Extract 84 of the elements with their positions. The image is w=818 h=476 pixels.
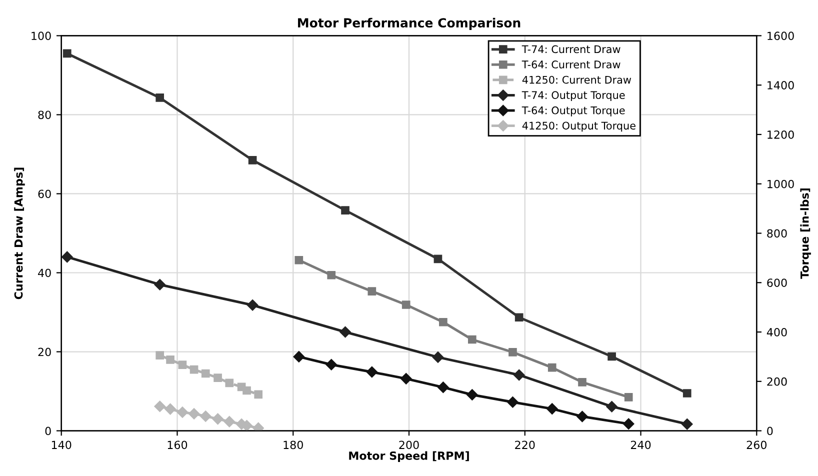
- y2-tick-label: 600: [767, 278, 787, 288]
- point: [624, 393, 633, 402]
- y2-axis-title: Torque [in-lbs]: [800, 188, 811, 279]
- point: [178, 360, 187, 369]
- point: [468, 335, 476, 344]
- y2-tick-label: 1400: [768, 81, 794, 90]
- point: [682, 418, 693, 430]
- point: [156, 94, 164, 102]
- x-tick-label: 200: [399, 440, 419, 450]
- point: [200, 410, 212, 422]
- x-tick-label: 240: [630, 440, 651, 450]
- point: [242, 386, 251, 395]
- y-tick-label: 40: [38, 268, 51, 278]
- point: [439, 318, 448, 326]
- point: [514, 313, 524, 322]
- point: [608, 352, 616, 361]
- point: [341, 206, 350, 214]
- y2-tick-label: 200: [767, 377, 787, 386]
- x-tick-label: 220: [515, 440, 535, 450]
- point: [508, 348, 517, 356]
- point: [432, 352, 444, 363]
- point: [466, 389, 478, 400]
- point: [62, 251, 73, 263]
- point: [327, 270, 336, 280]
- x-axis-title: Motor Speed [RPM]: [349, 451, 469, 462]
- y-tick-label: 80: [38, 110, 51, 120]
- point: [294, 256, 304, 264]
- point: [606, 400, 618, 412]
- y-tick-label: 0: [45, 426, 51, 436]
- point: [402, 300, 410, 309]
- point: [176, 406, 188, 418]
- y2-tick-label: 1200: [768, 130, 794, 139]
- point: [225, 378, 234, 388]
- point: [513, 369, 525, 381]
- point: [400, 373, 412, 384]
- y2-tick-label: 1000: [768, 180, 794, 188]
- point: [201, 369, 210, 378]
- point: [546, 403, 558, 414]
- legend-label: T-64: Output Torque: [522, 106, 625, 116]
- legend-label: 41250: Output Torque: [522, 122, 636, 132]
- x-tick-label: 160: [168, 440, 188, 450]
- point: [214, 374, 222, 382]
- point: [434, 254, 442, 264]
- point: [578, 378, 586, 386]
- x-tick-label: 140: [52, 440, 72, 450]
- point: [62, 49, 72, 58]
- legend-label: T-74: Current Draw: [522, 45, 620, 54]
- y2-tick-label: 400: [766, 328, 787, 336]
- y-axis-title: Current Draw [Amps]: [14, 168, 25, 300]
- y2-tick-label: 0: [767, 426, 773, 436]
- point: [438, 382, 449, 393]
- point: [622, 418, 634, 430]
- x-tick-label: 260: [746, 440, 767, 450]
- legend-label: 41250: Current Draw: [522, 76, 632, 84]
- point: [212, 413, 224, 425]
- point: [682, 389, 692, 398]
- point: [190, 365, 198, 374]
- chart-title: Motor Performance Comparison: [298, 18, 520, 30]
- legend-label: T-74: Output Torque: [522, 91, 625, 102]
- y2-tick-label: 1600: [768, 32, 794, 40]
- point: [368, 287, 376, 296]
- point: [548, 363, 556, 372]
- legend-label: T-64: Current Draw: [522, 60, 620, 68]
- x-tick-label: 180: [284, 440, 303, 450]
- point: [164, 403, 176, 415]
- point: [254, 390, 263, 399]
- point: [224, 416, 235, 428]
- point: [248, 156, 257, 164]
- point: [154, 278, 166, 290]
- y2-tick-label: 800: [767, 229, 787, 238]
- point: [246, 299, 258, 311]
- point: [340, 326, 351, 338]
- point: [154, 400, 166, 412]
- point: [188, 408, 200, 420]
- point: [156, 351, 164, 360]
- point: [507, 396, 518, 408]
- y-tick-label: 100: [32, 32, 51, 40]
- point: [293, 351, 305, 362]
- point: [166, 356, 174, 364]
- point: [576, 410, 588, 422]
- y-tick-label: 20: [38, 348, 51, 356]
- point: [326, 359, 337, 370]
- point: [366, 366, 378, 378]
- y-tick-label: 60: [38, 190, 51, 198]
